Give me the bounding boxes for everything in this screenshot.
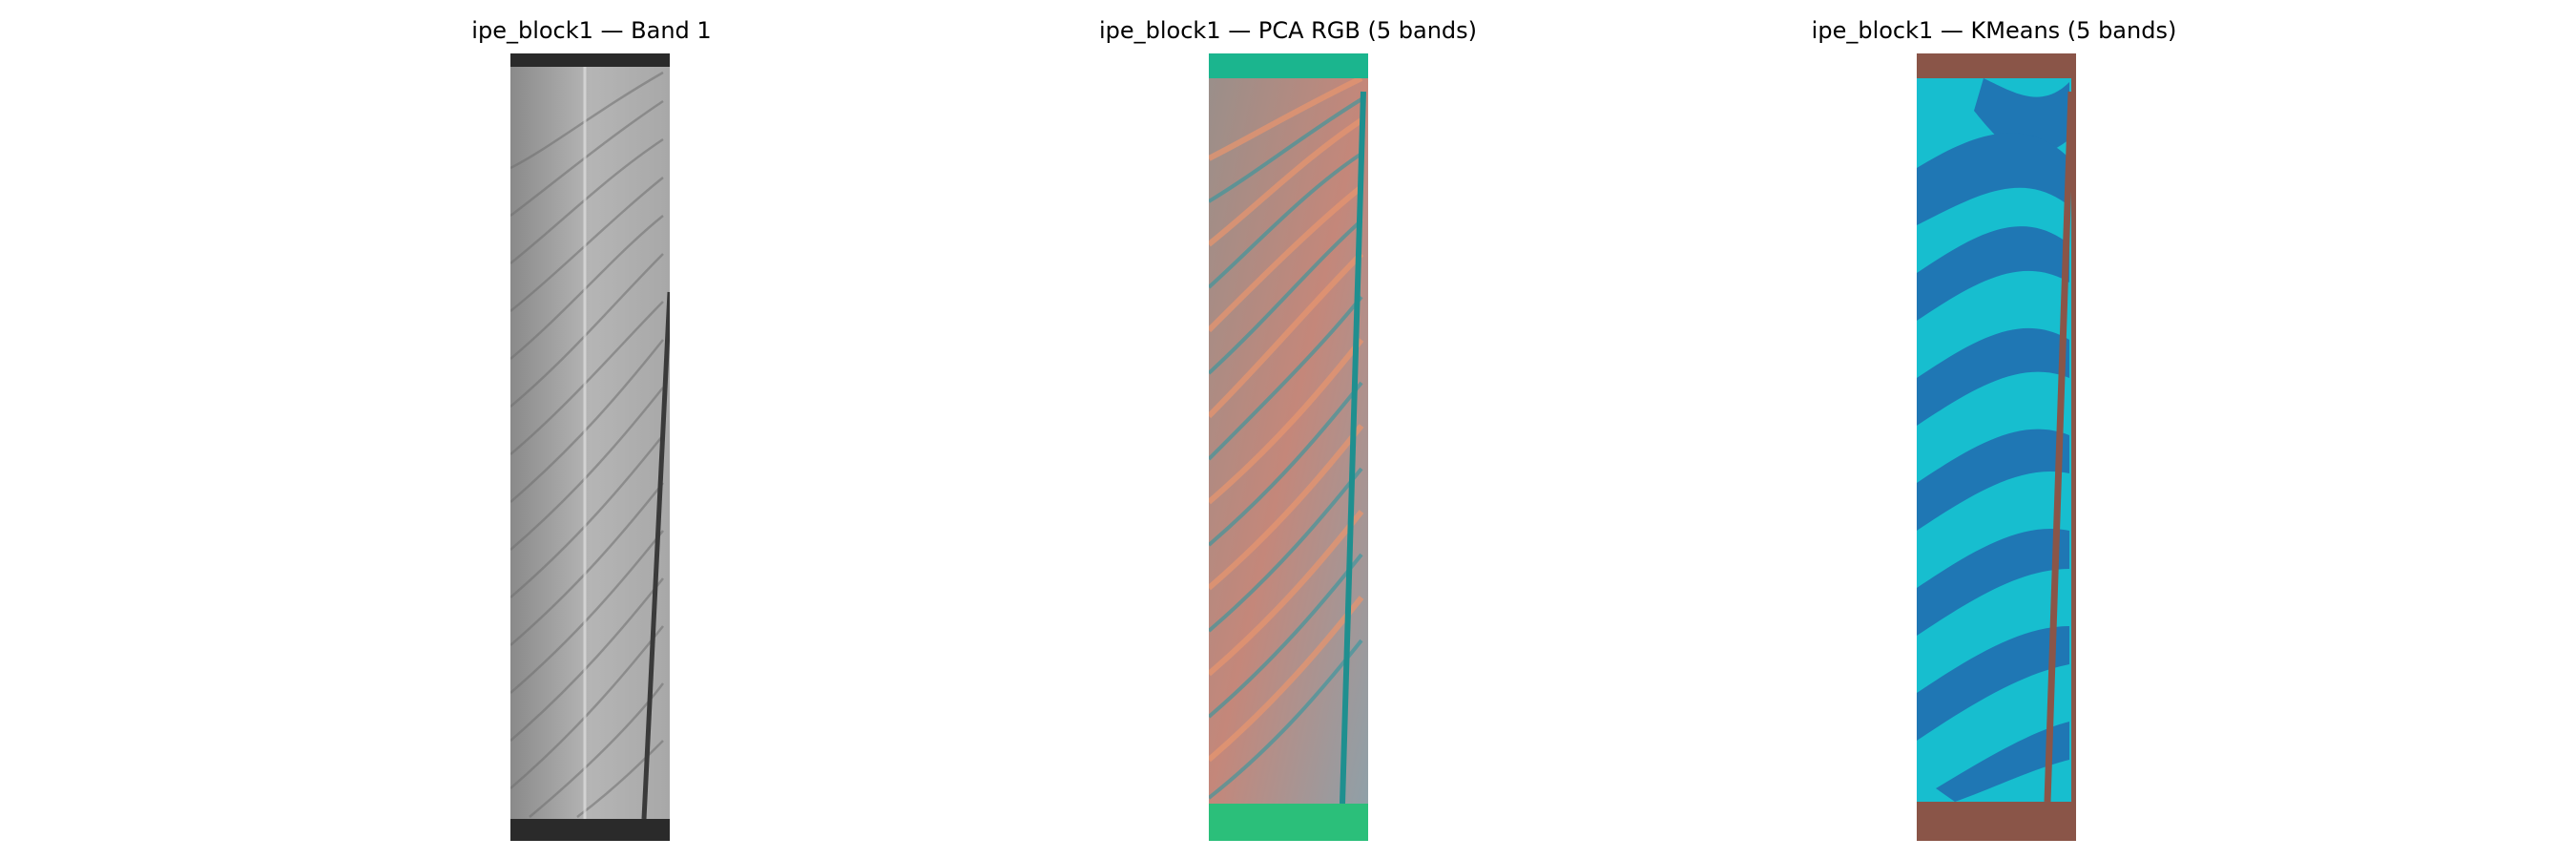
kmeans-image — [1917, 53, 2076, 841]
panel-pca-rgb: ipe_block1 — PCA RGB (5 bands) — [954, 0, 1622, 859]
kmeans-cluster-dark-bands — [1917, 78, 2069, 802]
band-1-image — [510, 53, 670, 841]
band-1-crack — [641, 291, 670, 820]
band-1-bottom-border — [510, 819, 670, 841]
kmeans-right-edge — [2071, 78, 2076, 802]
panel-kmeans: ipe_block1 — KMeans (5 bands) — [1660, 0, 2328, 859]
pca-rgb-image — [1209, 53, 1368, 841]
band-1-top-border — [510, 53, 670, 67]
panel-title: ipe_block1 — KMeans (5 bands) — [1811, 17, 2177, 44]
band-1-grain-lines — [510, 71, 664, 818]
kmeans-top-border — [1917, 53, 2076, 78]
panel-title: ipe_block1 — Band 1 — [471, 17, 712, 44]
band-1-wood — [510, 67, 670, 819]
kmeans-bottom-border — [1917, 802, 2076, 841]
pca-crack — [1340, 91, 1366, 805]
panel-title: ipe_block1 — PCA RGB (5 bands) — [1098, 17, 1478, 44]
pca-top-border — [1209, 53, 1368, 78]
panel-band-1: ipe_block1 — Band 1 — [258, 0, 925, 859]
pca-bottom-border — [1209, 804, 1368, 841]
pca-orange-rings — [1209, 75, 1364, 763]
kmeans-crack — [2044, 91, 2075, 803]
